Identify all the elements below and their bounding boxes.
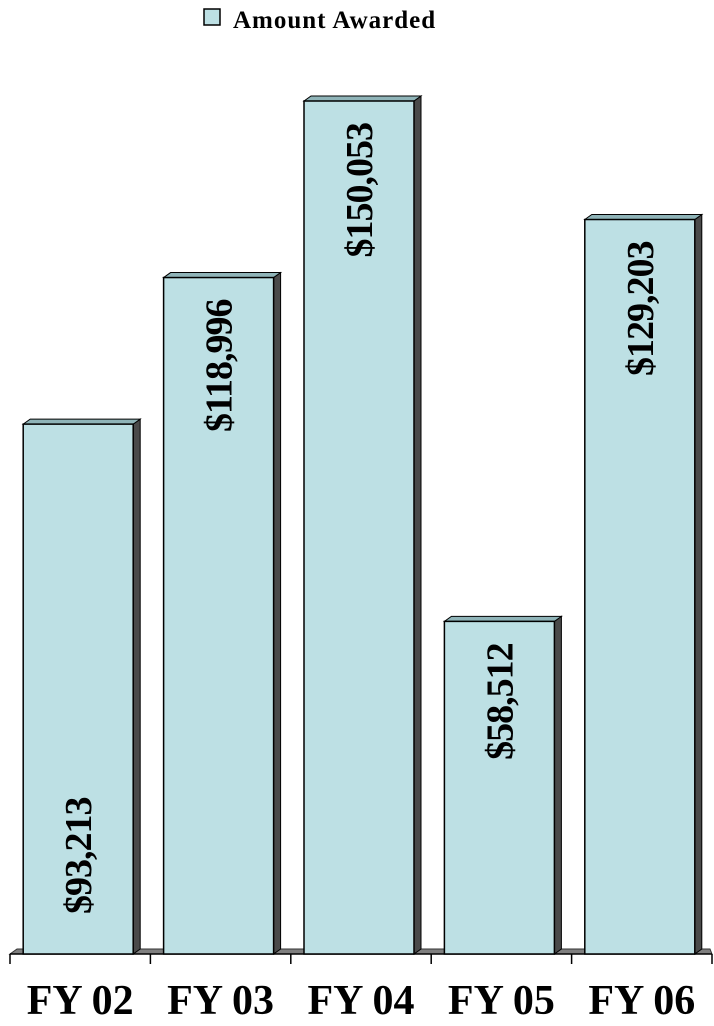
bar-group: $93,213 [21, 418, 142, 955]
legend-swatch [203, 8, 221, 26]
bar-group: $118,996 [162, 271, 283, 955]
bar [162, 276, 275, 955]
bar [303, 100, 415, 955]
bar-side [413, 95, 422, 955]
x-tick-label: FY 03 [167, 978, 274, 1021]
data-label: $118,996 [199, 300, 241, 432]
bar-group: $129,203 [583, 213, 704, 955]
bar [443, 620, 556, 955]
x-tick-label: FY 04 [308, 978, 415, 1021]
bars: $93,213 $118,996 $150,053 $58,512 $129,203 [21, 95, 704, 955]
data-label: $93,213 [58, 798, 100, 915]
bar-top [583, 214, 704, 221]
bar-side [694, 213, 703, 955]
bar-side [273, 271, 282, 955]
x-axis-ticks [9, 954, 713, 964]
data-label: $150,053 [339, 123, 381, 258]
x-tick-label: FY 05 [448, 978, 555, 1021]
bar-side [132, 418, 141, 955]
bar [584, 218, 696, 955]
data-label: $58,512 [479, 643, 521, 760]
bar [22, 423, 134, 955]
legend: Amount Awarded [203, 7, 436, 34]
bar-side [553, 615, 562, 955]
data-label: $129,203 [620, 242, 662, 377]
x-axis-labels: FY 02 FY 03 FY 04 FY 05 FY 06 [27, 978, 696, 1024]
legend-label: Amount Awarded [233, 7, 436, 34]
x-tick-label: FY 02 [27, 978, 134, 1021]
bar-group: $150,053 [302, 95, 423, 955]
bar-group: $58,512 [442, 615, 563, 955]
x-tick-label: FY 06 [588, 978, 695, 1021]
